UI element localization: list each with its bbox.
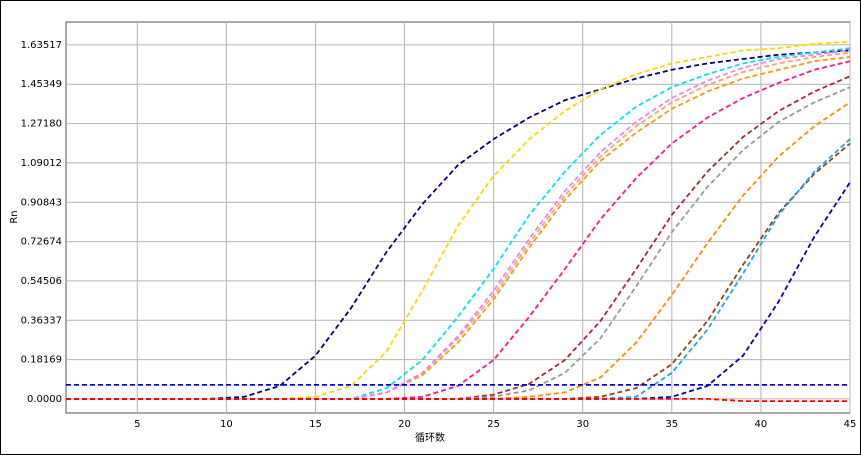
y-tick-label: 1.27180 xyxy=(21,119,62,130)
x-tick-label: 25 xyxy=(487,419,500,430)
y-tick-label: 0.18169 xyxy=(21,355,62,366)
y-tick-label: 0.0000 xyxy=(27,394,62,405)
x-tick-label: 10 xyxy=(220,419,233,430)
x-tick-label: 35 xyxy=(665,419,678,430)
x-axis-label: 循环数 xyxy=(415,431,445,444)
x-tick-label: 40 xyxy=(755,419,768,430)
y-tick-label: 0.54506 xyxy=(21,276,62,287)
plot-area xyxy=(65,21,851,414)
amplification-curve xyxy=(66,398,850,402)
y-tick-label: 1.09012 xyxy=(21,158,62,169)
y-tick-label: 0.90843 xyxy=(21,197,62,208)
x-tick-label: 5 xyxy=(134,419,140,430)
y-tick-label: 0.72674 xyxy=(21,237,62,248)
x-tick-label: 45 xyxy=(844,419,857,430)
series xyxy=(66,40,851,402)
y-tick-label: 1.63517 xyxy=(21,40,62,51)
grid xyxy=(66,22,851,413)
x-tick-label: 20 xyxy=(398,419,411,430)
y-tick-label: 1.45349 xyxy=(21,79,62,90)
x-tick-label: 15 xyxy=(309,419,322,430)
y-tick-label: 0.36337 xyxy=(21,315,62,326)
y-axis-label: Rn xyxy=(9,210,20,223)
x-tick-label: 30 xyxy=(576,419,589,430)
